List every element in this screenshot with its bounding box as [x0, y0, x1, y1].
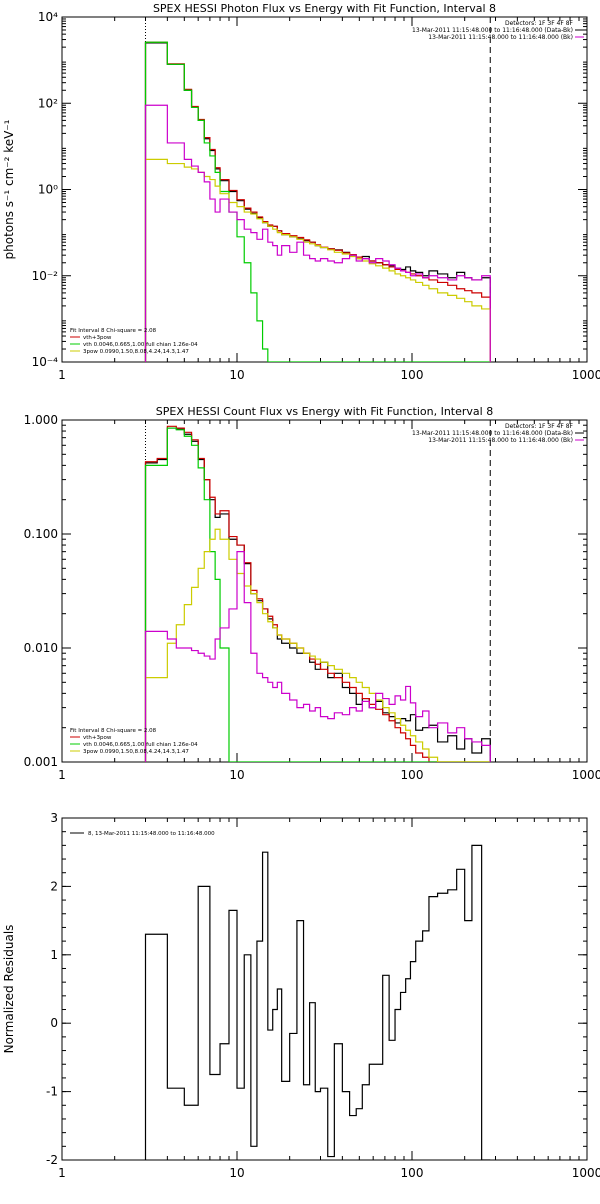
y-axis: -2 -1 0 1 2 3	[46, 811, 587, 1167]
y-tick-label: 10⁰	[38, 183, 58, 197]
header-line: Detectors: 1F 3F 4F 8F	[505, 423, 574, 430]
chart-title: SPEX HESSI Count Flux vs Energy with Fit…	[156, 405, 493, 418]
y-tick-label: 1	[50, 948, 58, 962]
series-group	[144, 41, 491, 362]
y-axis-label: photons s⁻¹ cm⁻² keV⁻¹	[2, 119, 16, 259]
chart-panel-1: SPEX HESSI Photon Flux vs Energy with Fi…	[2, 2, 600, 382]
legend: 8, 13-Mar-2011 11:15:48.000 to 11:16:48.…	[70, 831, 215, 837]
y-tick-label: 10⁴	[38, 10, 58, 24]
series-line-1	[144, 427, 491, 762]
x-tick-label: 100	[401, 368, 424, 382]
y-axis: 10⁻⁴ 10⁻² 10⁰ 10² 10⁴	[32, 10, 587, 369]
legend-title: Fit Interval 8 Chi-square = 2.08	[70, 328, 157, 334]
header-line: 13-Mar-2011 11:15:48.000 to 11:16:48.000…	[428, 34, 573, 41]
legend-entry: vth 0.0046,0.665,1.00 full chian 1.26e-0…	[83, 342, 198, 348]
legend-entry: vth 0.0046,0.665,1.00 full chian 1.26e-0…	[83, 742, 198, 748]
y-tick-label: 1.000	[24, 413, 58, 427]
x-tick-label: 10	[229, 368, 244, 382]
y-tick-label: 10⁻²	[32, 269, 59, 283]
y-tick-label: 3	[50, 811, 58, 825]
y-axis: 0.001 0.010 0.100 1.000	[24, 413, 587, 769]
legend-entry: 3pow 0.0990,1.50,8.08,4.24,14.3,1.47	[83, 749, 189, 755]
x-tick-label: 1	[58, 1166, 66, 1180]
chart-panel-3: 1 10 100 1000 -2 -1 0 1 2 3 Normalized Residuals 8,…	[2, 811, 600, 1180]
series-line-3	[144, 427, 491, 762]
chart-title: SPEX HESSI Photon Flux vs Energy with Fi…	[153, 2, 496, 15]
y-tick-label: 0	[50, 1016, 58, 1030]
y-tick-label: 0.010	[24, 641, 58, 655]
y-axis-label: Normalized Residuals	[2, 925, 16, 1054]
legend-entry: vth+3pow	[83, 335, 112, 341]
legend-entry: vth+3pow	[83, 735, 112, 741]
series-line-1	[144, 844, 491, 1160]
y-tick-label: -2	[46, 1153, 58, 1167]
header-line: Detectors: 1F 3F 4F 8F	[505, 20, 574, 27]
legend-entry: 3pow 0.0990,1.50,8.08,4.24,14.3,1.47	[83, 349, 189, 355]
header-line: 13-Mar-2011 11:15:48.000 to 11:16:48.000…	[412, 27, 573, 34]
plot-frame	[61, 817, 588, 1161]
x-tick-label: 1000	[572, 768, 600, 782]
x-tick-label: 1	[58, 768, 66, 782]
y-tick-label: 2	[50, 879, 58, 893]
series-line-1	[144, 42, 491, 362]
series-group	[144, 425, 491, 762]
y-tick-label: 0.001	[24, 755, 58, 769]
x-tick-label: 1	[58, 368, 66, 382]
chart-panel-2: SPEX HESSI Count Flux vs Energy with Fit…	[24, 405, 600, 782]
x-tick-label: 1000	[572, 368, 600, 382]
header-line: 13-Mar-2011 11:15:48.000 to 11:16:48.000…	[428, 437, 573, 444]
series-line-2	[144, 425, 491, 762]
series-line-4	[144, 528, 491, 762]
series-line-4	[144, 158, 491, 362]
legend: Fit Interval 8 Chi-square = 2.08vth+3pow…	[70, 728, 198, 755]
plot-frame	[61, 16, 588, 363]
x-tick-label: 100	[401, 768, 424, 782]
legend: Fit Interval 8 Chi-square = 2.08vth+3pow…	[70, 328, 198, 355]
legend-title: Fit Interval 8 Chi-square = 2.08	[70, 728, 157, 734]
header-line: 13-Mar-2011 11:15:48.000 to 11:16:48.000…	[412, 430, 573, 437]
y-tick-label: 10²	[38, 96, 58, 110]
x-axis: 1 10 100 1000	[58, 818, 600, 1180]
y-tick-label: -1	[46, 1085, 58, 1099]
x-tick-label: 10	[229, 768, 244, 782]
x-tick-label: 10	[229, 1166, 244, 1180]
x-tick-label: 1000	[572, 1166, 600, 1180]
y-tick-label: 10⁻⁴	[32, 355, 59, 369]
series-line-5	[144, 551, 491, 762]
series-group	[144, 844, 491, 1160]
x-axis: 1 10 100 1000	[58, 17, 600, 382]
y-tick-label: 0.100	[24, 527, 58, 541]
plot-frame	[61, 419, 588, 763]
legend-entry: 8, 13-Mar-2011 11:15:48.000 to 11:16:48.…	[88, 831, 215, 837]
series-line-3	[144, 41, 491, 362]
series-line-2	[144, 41, 491, 362]
x-tick-label: 100	[401, 1166, 424, 1180]
series-line-5	[144, 104, 491, 362]
